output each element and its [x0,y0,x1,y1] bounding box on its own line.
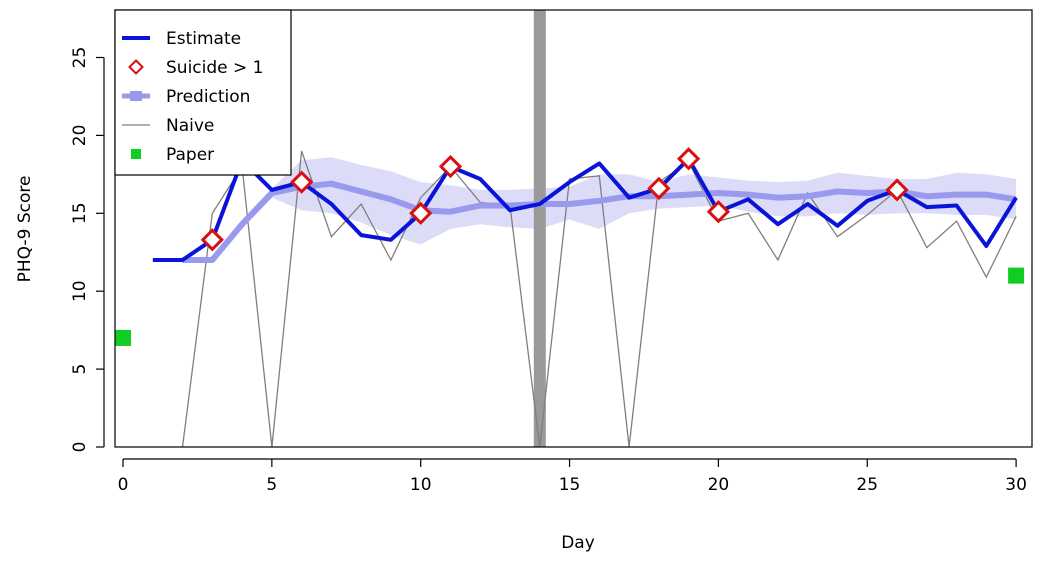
y-tick-label: 5 [70,364,90,375]
prediction-series-layer [182,180,1017,263]
legend: Estimate Suicide > 1 Prediction Naive Paper [114,9,292,176]
paper-point [115,329,131,346]
x-tick-label: 15 [559,475,581,495]
legend-suicide-swatch [128,59,144,75]
x-axis-title: Day [561,533,595,553]
suicide-point [706,200,731,224]
x-tick-label: 5 [266,475,277,495]
suicide-point [289,170,314,194]
suicide-point [677,147,701,171]
axes-layer: 0 5 10 15 20 25 30 0 5 10 15 20 25 [70,47,1027,495]
suicide-points-layer [200,147,909,252]
x-tick-label: 20 [708,475,730,495]
paper-points-layer [115,267,1025,346]
suicide-point [647,176,671,200]
suicide-point [885,178,909,202]
x-tick-label: 10 [410,475,432,495]
legend-label-naive: Naive [166,116,214,136]
x-tick-label: 25 [856,475,878,495]
suicide-point [200,228,224,252]
naive-series-layer [181,150,1017,448]
legend-label-suicide: Suicide > 1 [166,58,263,78]
y-axis-title: PHQ-9 Score [15,176,35,283]
legend-prediction-marker [130,91,142,101]
legend-label-prediction: Prediction [166,87,250,107]
legend-label-paper: Paper [166,145,214,165]
prediction-line [182,180,1017,263]
paper-point [1008,267,1025,284]
x-tick-label: 0 [118,475,129,495]
x-tick-label: 30 [1005,475,1027,495]
legend-label-estimate: Estimate [166,29,241,49]
prediction-band-layer [182,157,1017,260]
y-tick-label: 15 [70,202,90,224]
prediction-band [182,157,1017,260]
y-tick-label: 25 [70,47,90,69]
naive-line [181,150,1017,448]
plot-frame [114,9,1033,448]
y-tick-label: 10 [70,280,90,302]
suicide-point [438,154,463,179]
y-tick-label: 0 [70,442,90,453]
suicide-point [409,201,433,225]
day-marker-layer [533,10,546,447]
legend-paper-swatch [131,149,141,159]
day-14-marker-bar [533,10,546,447]
y-tick-label: 20 [70,125,90,147]
